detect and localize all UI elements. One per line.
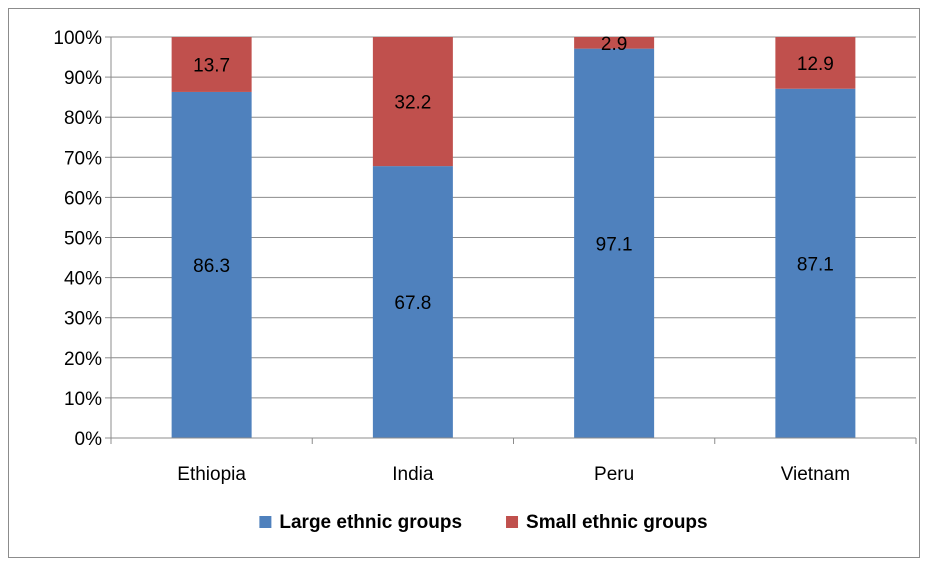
data-label: 87.1 — [797, 254, 834, 275]
y-tick-label: 20% — [64, 349, 102, 370]
y-tick-label: 90% — [64, 68, 102, 89]
y-tick-label: 70% — [64, 148, 102, 169]
chart-frame — [8, 8, 920, 558]
data-labels: 86.3 13.7 67.8 32.2 97.1 2.9 87.1 12.9 — [193, 34, 834, 314]
bar-segment-small — [574, 37, 655, 49]
data-label: 2.9 — [601, 34, 627, 55]
legend-label: Small ethnic groups — [526, 512, 708, 533]
y-tick-label: 50% — [64, 229, 102, 250]
legend-swatch — [506, 516, 519, 528]
bar-segment-small — [775, 37, 856, 89]
x-tick-labels: Ethiopia India Peru Vietnam — [177, 464, 850, 485]
y-tick-label: 40% — [64, 269, 102, 290]
data-label: 13.7 — [193, 55, 230, 76]
bar-segment-small — [372, 37, 453, 167]
legend: Large ethnic groups Small ethnic groups — [259, 512, 708, 533]
data-label: 32.2 — [394, 93, 431, 114]
y-tick-label: 10% — [64, 389, 102, 410]
data-label: 86.3 — [193, 256, 230, 277]
bar-segment-large — [574, 48, 655, 439]
bars — [171, 37, 856, 439]
y-tick-label: 60% — [64, 188, 102, 209]
y-tick-labels: 0% 10% 20% 30% 40% 50% 60% 70% 80% 90% 100% — [53, 28, 102, 450]
legend-label: Large ethnic groups — [279, 512, 462, 533]
x-tick-label: India — [392, 464, 434, 485]
y-tick-label: 30% — [64, 309, 102, 330]
data-label: 12.9 — [797, 54, 834, 75]
x-tick-label: Ethiopia — [177, 464, 246, 485]
x-tick-label: Peru — [594, 464, 634, 485]
y-tick-label: 0% — [75, 429, 103, 450]
bar-segment-large — [171, 91, 252, 438]
x-tick-label: Vietnam — [781, 464, 850, 485]
bar-segment-large — [775, 88, 856, 438]
bar-segment-small — [171, 37, 252, 92]
legend-swatch — [259, 516, 272, 528]
y-tick-label: 100% — [53, 28, 102, 49]
data-label: 97.1 — [596, 234, 633, 255]
axes — [105, 36, 917, 444]
bar-segment-large — [372, 166, 453, 438]
data-label: 67.8 — [394, 293, 431, 314]
y-tick-label: 80% — [64, 108, 102, 129]
